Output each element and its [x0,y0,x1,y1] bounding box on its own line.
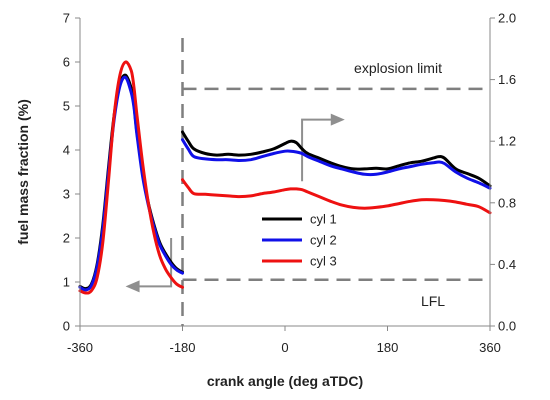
y-left-tick-label: 3 [63,187,70,202]
series-layer [78,60,492,295]
axes-layer: 0 1 2 3 4 5 6 7 0.0 0.4 0.8 1.2 1.6 2.0 -360 -180 0 180 36… [63,11,516,356]
series-line-cyl-3-left-axis [78,60,184,295]
left-arrow-head [125,280,140,293]
labels-layer: crank angle (deg aTDC) fuel mass fractio… [15,60,445,389]
y-right-tick-label: 0.0 [498,319,516,334]
legend-label-cyl-1: cyl 1 [310,212,337,227]
y-axis-title-left: fuel mass fraction (%) [15,99,31,244]
x-tick-label: 0 [281,340,288,355]
x-axis-title: crank angle (deg aTDC) [207,373,363,389]
legend-label-cyl-2: cyl 2 [310,233,337,248]
legend-label-cyl-3: cyl 3 [310,254,337,269]
y-left-tick-label: 5 [63,99,70,114]
lfl-label: LFL [421,293,445,309]
legend: cyl 1 cyl 2 cyl 3 [262,212,337,269]
y-left-tick-label: 7 [63,11,70,26]
y-right-tick-label: 1.6 [498,72,516,87]
y-right-tick-label: 0.8 [498,195,516,210]
x-tick-label: 360 [479,340,501,355]
x-tick-label: 180 [377,340,399,355]
series-line-cyl-2-right-axis [181,138,492,190]
x-tick-label: -360 [67,340,93,355]
right-arrow-head [330,113,345,126]
y-right-tick-label: 2.0 [498,11,516,26]
y-left-tick-label: 6 [63,55,70,70]
y-right-tick-label: 0.4 [498,257,516,272]
annotations-layer [125,38,490,326]
y-left-tick-label: 1 [63,275,70,290]
explosion-limit-label: explosion limit [354,60,442,76]
series-line-cyl-2-left-axis [78,75,184,292]
y-left-tick-label: 4 [63,143,70,158]
left-arrow-shaft [137,238,173,288]
y-left-tick-label: 2 [63,231,70,246]
right-arrow-shaft [301,118,333,182]
y-right-tick-label: 1.2 [498,134,516,149]
series-line-cyl-3-right-axis [181,178,492,215]
x-tick-label: -180 [169,340,195,355]
y-left-tick-label: 0 [63,319,70,334]
series-line-cyl-1-right-axis [181,130,492,188]
